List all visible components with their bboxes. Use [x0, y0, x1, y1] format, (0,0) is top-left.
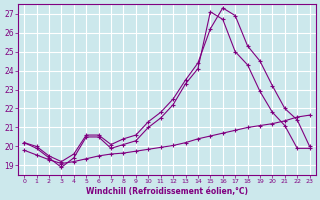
X-axis label: Windchill (Refroidissement éolien,°C): Windchill (Refroidissement éolien,°C) — [86, 187, 248, 196]
